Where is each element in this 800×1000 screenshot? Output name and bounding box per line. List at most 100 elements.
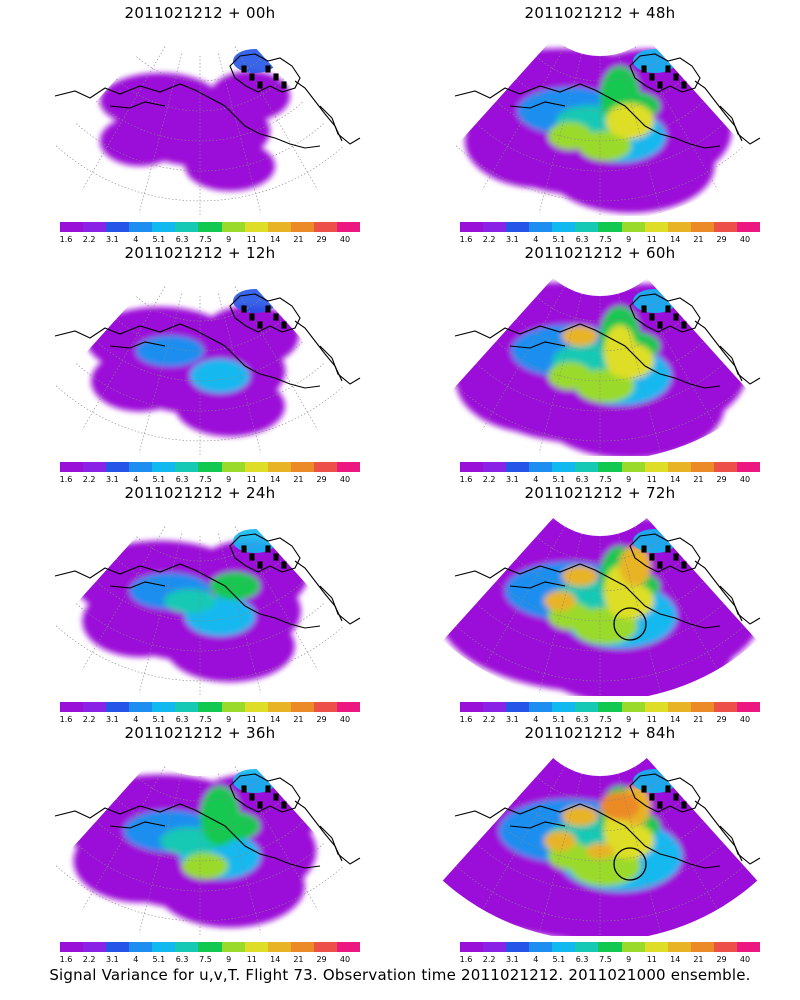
colorbar-swatch [106,702,130,712]
colorbar-swatch [152,942,176,952]
colorbar-label: 4 [133,955,139,964]
colorbar-swatch [267,222,291,232]
colorbar-label: 1.6 [459,955,473,964]
colorbar-label: 40 [739,475,751,484]
colorbar-swatch [690,942,714,952]
variance-field [442,282,747,456]
graticule [455,286,745,456]
colorbar-label: 40 [739,955,751,964]
coastline [54,53,361,149]
colorbar-swatch [644,702,668,712]
colorbar-swatch [598,702,622,712]
colorbar-label: 2.2 [482,715,496,724]
coastline [454,533,761,629]
colorbar-swatch [644,942,668,952]
colorbar-label: 40 [339,235,351,244]
colorbar-labels: 1.6 2.2 3.1 4 5.1 6.3 7.5 9 11 14 21 29 40 [460,955,760,965]
variance-contour [619,546,651,586]
colorbar-label: 5.1 [552,715,566,724]
variance-map [442,282,761,456]
colorbar-label: 29 [716,955,727,964]
variance-field [100,49,290,191]
panel-title: 2011021212 + 00h [124,4,276,22]
colorbar-label: 1.6 [459,235,473,244]
colorbar-labels: 1.6 2.2 3.1 4 5.1 6.3 7.5 9 11 14 21 29 40 [60,955,360,965]
variance-map [54,286,361,456]
colorbar-swatch [336,942,361,952]
colorbar-label: 14 [670,475,681,484]
colorbar-swatch [552,942,576,952]
colorbar-label: 21 [693,955,704,964]
colorbar-swatch [129,222,153,232]
variance-contour [175,375,285,437]
colorbar-swatch [506,702,530,712]
colorbar-labels: 1.6 2.2 3.1 4 5.1 6.3 7.5 9 11 14 21 29 40 [460,715,760,725]
colorbar-swatch [667,942,691,952]
colorbar-swatch [575,462,599,472]
variance-contour [100,116,180,166]
colorbar-swatch [575,942,599,952]
colorbar-label: 2.2 [82,715,96,724]
colorbar-swatch [290,702,314,712]
variance-contour [181,852,229,880]
colorbar-label: 29 [316,715,327,724]
colorbar-swatch [667,462,691,472]
colorbar-swatch [336,462,361,472]
colorbar-label: 11 [246,715,257,724]
colorbar-swatch [598,942,622,952]
colorbar-label: 1.6 [459,715,473,724]
colorbar-swatch [690,462,714,472]
colorbar-swatch [483,702,507,712]
colorbar-label: 7.5 [599,235,612,244]
colorbar [60,702,361,712]
colorbar-labels: 1.6 2.2 3.1 4 5.1 6.3 7.5 9 11 14 21 29 40 [460,475,760,485]
colorbar-swatch [621,222,645,232]
colorbar-label: 1.6 [59,235,73,244]
colorbar-label: 1.6 [59,475,73,484]
colorbar-label: 5.1 [552,955,566,964]
colorbar-label: 5.1 [152,715,166,724]
forecast-panel: 2011021212 + 72h 1.6 2.2 3.1 4 5.1 6.3 7.5 9 11 14… [400,480,800,724]
coastline [54,533,361,629]
colorbar-swatch [152,702,176,712]
colorbar-label: 3.1 [105,715,119,724]
colorbar-swatch [644,462,668,472]
variance-contour [606,103,654,139]
colorbar-label: 2.2 [82,955,96,964]
colorbar-label: 6.3 [175,235,189,244]
colorbar-label: 3.1 [505,715,519,724]
colorbar-swatch [529,462,553,472]
colorbar-swatch [221,702,245,712]
colorbar-swatch [244,942,268,952]
variance-map [442,518,761,696]
colorbar-label: 7.5 [199,715,212,724]
colorbar [460,462,761,472]
colorbar-swatch [713,222,737,232]
variance-contour [578,130,632,162]
variance-contour [562,566,598,586]
colorbar-swatch [552,462,576,472]
colorbar-swatch [221,942,245,952]
variance-map [447,46,761,216]
colorbar-label: 5.1 [152,235,166,244]
variance-contour [586,843,614,859]
colorbar-swatch [336,702,361,712]
colorbar-swatch [129,462,153,472]
colorbar-label: 21 [693,235,704,244]
variance-field [60,769,317,928]
colorbar-swatch [198,462,222,472]
colorbar-label: 40 [339,475,351,484]
colorbar-label: 29 [316,955,327,964]
colorbar-labels: 1.6 2.2 3.1 4 5.1 6.3 7.5 9 11 14 21 29 40 [60,475,360,485]
colorbar-label: 14 [270,955,281,964]
colorbar-swatch [313,462,337,472]
colorbar-label: 1.6 [59,715,73,724]
colorbar-swatch [460,702,484,712]
colorbar-label: 4 [533,475,539,484]
colorbar-swatch [106,222,130,232]
forecast-panel: 2011021212 + 48h 1.6 2.2 3.1 4 5.1 6.3 7.5 9 11 14… [400,0,800,244]
colorbar-label: 2.2 [82,235,96,244]
colorbar-swatch [267,462,291,472]
colorbar-label: 21 [293,715,304,724]
colorbar-swatch [690,222,714,232]
